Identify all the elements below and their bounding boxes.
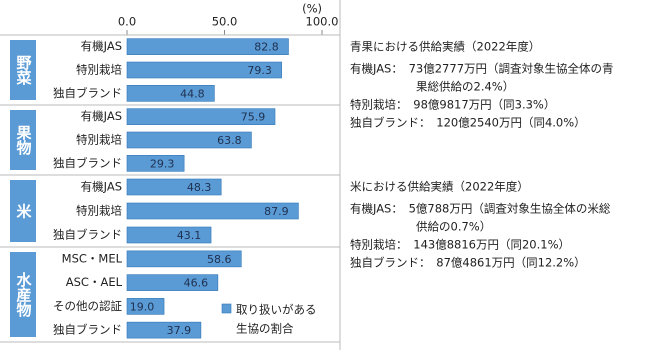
note-line: 有機JAS： 5億788万円（調査対象生協全体の米総 bbox=[350, 202, 611, 216]
value-label: 29.3 bbox=[150, 157, 175, 170]
note-line: 果総供給の2.4%） bbox=[416, 80, 514, 94]
x-tick-label: 100.0 bbox=[306, 15, 339, 29]
bar bbox=[126, 202, 299, 220]
category-label: 有機JAS bbox=[81, 39, 122, 53]
x-tick-label: 0.0 bbox=[118, 15, 136, 29]
group-box bbox=[10, 110, 36, 170]
category-label: 独自ブランド bbox=[53, 228, 122, 242]
note-title: 米における供給実績（2022年度） bbox=[350, 180, 529, 194]
category-label: 独自ブランド bbox=[53, 86, 122, 100]
note-line: 独自ブランド： 120億2540万円（同4.0%） bbox=[350, 116, 586, 130]
note-line: 独自ブランド： 87億4861万円（同12.2%） bbox=[350, 256, 586, 270]
value-label: 46.6 bbox=[184, 277, 209, 290]
value-label: 58.6 bbox=[207, 253, 232, 266]
bar bbox=[126, 85, 215, 102]
group-label: 果物 bbox=[15, 125, 33, 156]
note-title: 青果における供給実績（2022年度） bbox=[350, 40, 540, 54]
note-line: 特別栽培： 143億8816万円（同20.1%） bbox=[350, 238, 570, 252]
group-box bbox=[10, 180, 36, 242]
category-label: 特別栽培 bbox=[76, 63, 122, 77]
bar bbox=[126, 108, 276, 125]
x-tick-label: 50.0 bbox=[212, 15, 238, 29]
value-label: 43.1 bbox=[177, 229, 202, 242]
value-label: 44.8 bbox=[180, 87, 205, 100]
group-label: 野菜 bbox=[15, 55, 33, 86]
legend-swatch bbox=[221, 303, 232, 314]
legend-label: 生協の割合 bbox=[236, 322, 294, 336]
note-line: 特別栽培： 98億9817万円（同3.3%） bbox=[350, 98, 555, 112]
value-label: 79.3 bbox=[247, 64, 272, 77]
bar bbox=[126, 274, 219, 291]
value-label: 37.9 bbox=[167, 324, 192, 337]
group-box bbox=[10, 40, 36, 100]
category-label: 独自ブランド bbox=[53, 323, 122, 337]
value-label: 87.9 bbox=[264, 205, 289, 218]
category-label: ASC・AEL bbox=[66, 275, 123, 289]
bar bbox=[126, 178, 222, 196]
bar bbox=[126, 298, 165, 315]
bar bbox=[126, 61, 282, 79]
category-label: 有機JAS bbox=[81, 109, 122, 123]
bar bbox=[126, 155, 185, 172]
legend-label: 取り扱いがある bbox=[236, 303, 317, 317]
group-label: 水産物 bbox=[15, 271, 33, 318]
value-label: 19.0 bbox=[130, 300, 155, 313]
value-label: 63.8 bbox=[217, 134, 242, 147]
group-box bbox=[10, 252, 36, 337]
bar bbox=[126, 38, 289, 55]
bar bbox=[126, 250, 242, 268]
value-label: 82.8 bbox=[254, 41, 279, 54]
category-label: 独自ブランド bbox=[53, 156, 122, 170]
group-label: 米 bbox=[15, 203, 33, 220]
unit-label: (%) bbox=[302, 2, 322, 16]
note-line: 有機JAS： 73億2777万円（調査対象生協全体の青 bbox=[350, 62, 614, 76]
category-label: 有機JAS bbox=[81, 180, 122, 194]
note-line: 供給の0.7%） bbox=[416, 220, 491, 234]
category-label: MSC・MEL bbox=[62, 251, 123, 265]
bar bbox=[126, 226, 212, 244]
value-label: 75.9 bbox=[241, 111, 266, 124]
category-label: 特別栽培 bbox=[76, 204, 122, 218]
value-label: 48.3 bbox=[187, 181, 212, 194]
category-label: その他の認証 bbox=[53, 299, 122, 313]
category-label: 特別栽培 bbox=[76, 133, 122, 147]
bar bbox=[126, 321, 202, 339]
bar bbox=[126, 131, 252, 149]
